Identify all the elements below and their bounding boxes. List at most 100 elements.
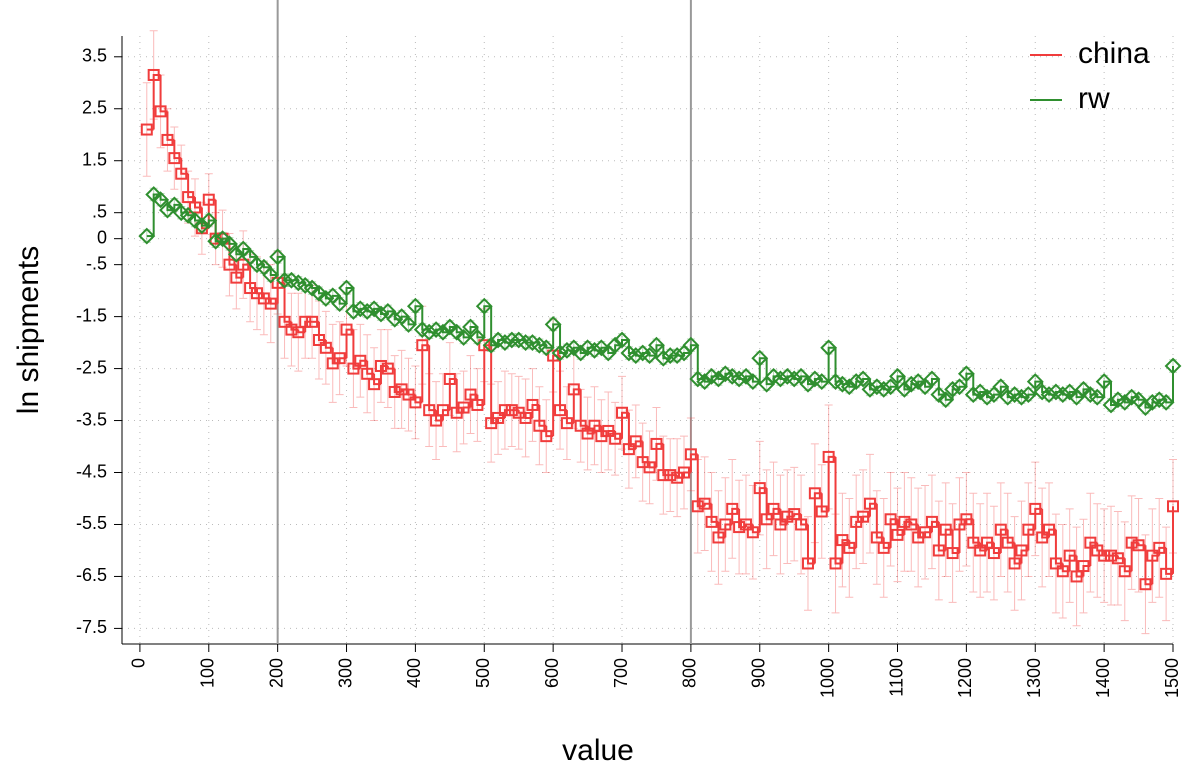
marker (1029, 502, 1042, 515)
step-line (1075, 391, 1084, 399)
marker (374, 359, 387, 372)
step-line (972, 373, 981, 396)
marker (547, 349, 560, 362)
marker (331, 295, 349, 313)
marker (416, 339, 429, 352)
marker (1077, 560, 1090, 573)
step-line (944, 394, 953, 401)
marker (1167, 500, 1179, 513)
marker (939, 523, 952, 536)
marker (875, 380, 893, 398)
marker (368, 378, 381, 391)
marker (919, 526, 932, 539)
marker (448, 323, 466, 341)
marker (1139, 578, 1152, 591)
marker (1043, 523, 1056, 536)
step-line (207, 219, 216, 226)
marker (696, 373, 714, 390)
step-line (1089, 389, 1098, 396)
marker (592, 339, 610, 357)
marker (1160, 567, 1173, 580)
marker (358, 303, 376, 320)
marker (654, 349, 672, 367)
marker (808, 487, 821, 500)
marker (746, 526, 759, 539)
marker (781, 510, 794, 523)
marker (1098, 549, 1111, 562)
x-tick-label: 300 (335, 658, 355, 688)
marker (657, 469, 670, 482)
marker (951, 378, 968, 396)
marker (1153, 541, 1166, 554)
step-line (159, 194, 168, 201)
marker (744, 373, 762, 390)
marker (436, 404, 449, 417)
marker (152, 191, 169, 209)
step-line (228, 238, 237, 245)
step-line (965, 372, 974, 387)
marker (423, 404, 436, 417)
x-tick-label: 1300 (1024, 658, 1044, 698)
marker (760, 513, 773, 526)
marker (602, 424, 615, 437)
marker (682, 336, 700, 354)
x-tick-label: 800 (680, 658, 700, 688)
x-tick-label: 1100 (886, 658, 906, 697)
marker (1157, 393, 1175, 411)
x-tick-label: 1500 (1162, 658, 1182, 698)
x-tick-label: 600 (542, 658, 562, 688)
marker (388, 385, 401, 398)
marker (306, 315, 319, 328)
marker (733, 521, 746, 534)
marker (710, 370, 727, 388)
series (140, 30, 1179, 635)
marker (902, 375, 920, 393)
step-line (689, 344, 698, 353)
marker (861, 380, 879, 398)
marker (386, 310, 404, 328)
marker (340, 323, 353, 336)
x-tick-label: 0 (129, 658, 149, 668)
marker (895, 380, 913, 398)
step-line (607, 347, 616, 354)
marker (1088, 388, 1106, 406)
marker (420, 323, 438, 341)
marker (847, 373, 865, 390)
marker (237, 258, 250, 271)
step-line (924, 381, 932, 388)
marker (1075, 380, 1092, 398)
marker (650, 437, 663, 450)
marker (1026, 373, 1044, 390)
marker (664, 469, 677, 482)
marker (560, 417, 573, 430)
marker (221, 235, 238, 253)
marker (1049, 557, 1062, 570)
marker (333, 352, 346, 365)
marker (627, 347, 645, 365)
step-line (352, 288, 361, 313)
marker (767, 502, 780, 515)
step-line (765, 358, 774, 386)
x-tick-label: 900 (749, 658, 769, 688)
marker (932, 544, 945, 557)
marker (946, 547, 959, 560)
y-tick-label: 0 (97, 227, 107, 247)
marker (168, 152, 181, 165)
marker (898, 515, 911, 528)
marker (223, 258, 236, 271)
marker (684, 448, 697, 461)
x-axis-label: value (562, 734, 634, 767)
marker (813, 373, 831, 390)
marker (668, 347, 686, 365)
step-line (1151, 401, 1160, 408)
step-line (662, 345, 671, 360)
marker (836, 534, 849, 547)
step-line (855, 380, 864, 387)
marker (753, 482, 766, 495)
marker (517, 334, 535, 352)
marker (492, 411, 505, 424)
marker (987, 547, 1000, 560)
step-line (751, 376, 760, 383)
x-tick-label: 400 (404, 658, 424, 688)
marker (971, 383, 989, 401)
